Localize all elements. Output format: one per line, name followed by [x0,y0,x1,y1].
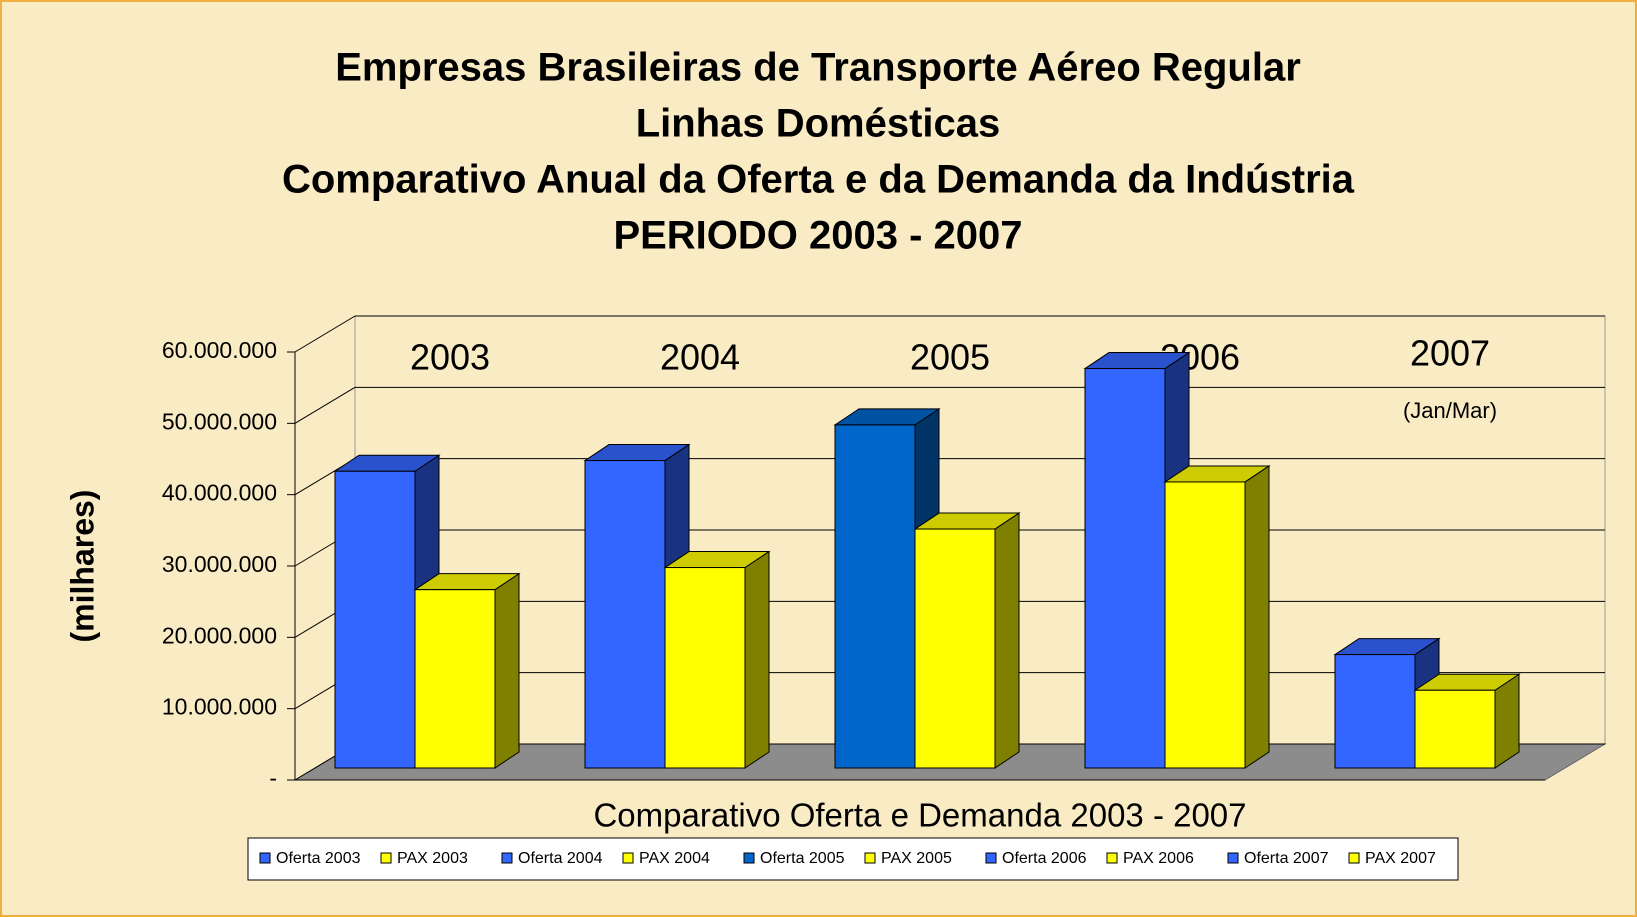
legend-label: PAX 2004 [639,850,710,867]
legend-swatch [622,852,634,864]
legend-label: Oferta 2003 [276,850,361,867]
grid-line [294,386,356,424]
bar [1414,689,1496,769]
y-tick-label: 60.000.000 [162,337,277,363]
legend-label: Oferta 2005 [760,850,845,867]
bar [914,528,996,769]
legend-swatch [1106,852,1118,864]
chart-title: Linhas Domésticas [636,102,1001,146]
legend-swatch [1227,852,1239,864]
category-label: 2003 [410,337,490,378]
legend-swatch [501,852,513,864]
legend-swatch [380,852,392,864]
legend [247,837,1459,881]
legend-swatch [259,852,271,864]
y-tick-label: 10.000.000 [162,694,277,720]
bar [1164,481,1246,769]
legend-label: PAX 2005 [881,850,952,867]
chart-title: PERIODO 2003 - 2007 [613,214,1022,258]
annotation: (Jan/Mar) [1403,398,1497,423]
y-tick-label: 50.000.000 [162,408,277,434]
y-tick-label: - [269,765,277,791]
legend-label: PAX 2006 [1123,850,1194,867]
legend-label: PAX 2003 [397,850,468,867]
legend-label: Oferta 2006 [1002,850,1087,867]
legend-label: Oferta 2007 [1244,850,1329,867]
chart-title: Comparativo Anual da Oferta e da Demanda… [282,158,1355,202]
bar [1084,368,1166,769]
category-label: 2007 [1410,333,1490,374]
legend-swatch [985,852,997,864]
bar [334,470,416,769]
category-label: 2004 [660,337,740,378]
legend-label: PAX 2007 [1365,850,1436,867]
chart-title: Empresas Brasileiras de Transporte Aéreo… [335,46,1301,90]
grid-line [294,315,356,353]
legend-label: Oferta 2004 [518,850,603,867]
bar [584,460,666,769]
legend-swatch [743,852,755,864]
x-axis-title: Comparativo Oferta e Demanda 2003 - 2007 [593,797,1246,834]
y-axis-title: (milhares) [64,490,100,643]
bar [1334,654,1416,769]
y-tick-label: 30.000.000 [162,551,277,577]
bar [834,424,916,769]
bar-side [994,512,1020,769]
bar-side [494,572,520,769]
legend-swatch [864,852,876,864]
category-label: 2005 [910,337,990,378]
legend-swatch [1348,852,1360,864]
y-tick-label: 40.000.000 [162,480,277,506]
bar-side [1244,465,1270,769]
y-tick-label: 20.000.000 [162,622,277,648]
bar [664,567,746,769]
bar-side [744,550,770,769]
bar [414,589,496,769]
